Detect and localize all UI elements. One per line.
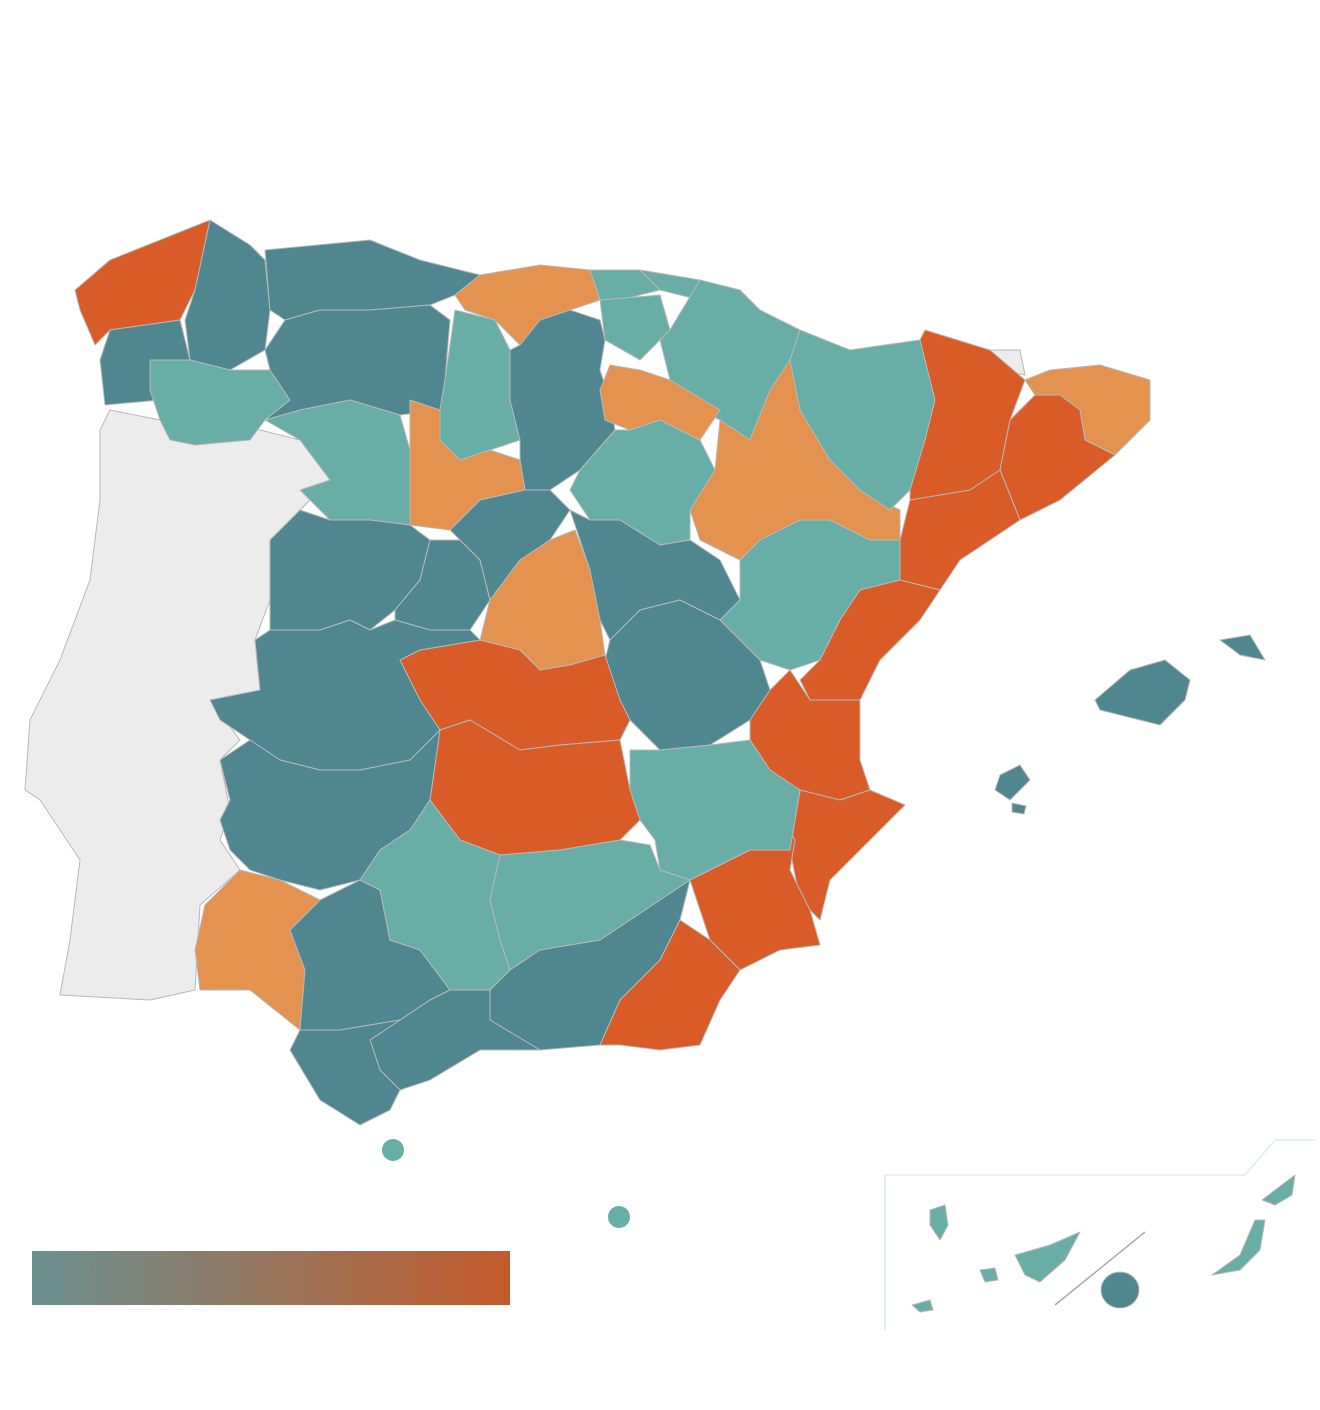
el-hierro <box>911 1299 934 1313</box>
gran-canaria <box>1100 1271 1140 1309</box>
a-coruna <box>74 219 211 346</box>
ourense <box>149 359 291 446</box>
cadiz <box>289 1019 401 1126</box>
alava <box>599 294 671 361</box>
menorca <box>1219 634 1266 661</box>
caceres <box>209 619 481 771</box>
la-gomera <box>979 1267 999 1283</box>
melilla <box>608 1206 630 1228</box>
ceuta <box>382 1139 404 1161</box>
bizkaia <box>589 269 661 301</box>
tenerife <box>1014 1231 1081 1283</box>
asturias <box>264 239 481 321</box>
la-palma <box>929 1204 949 1241</box>
legend-gradient <box>32 1251 510 1305</box>
almeria <box>599 919 741 1051</box>
lugo <box>184 219 271 371</box>
mallorca <box>1094 659 1191 726</box>
ibiza <box>994 764 1031 801</box>
valladolid <box>409 399 526 531</box>
regions <box>24 219 1296 1313</box>
huesca <box>789 329 936 511</box>
fuerteventura <box>1211 1219 1266 1276</box>
inset-divider <box>1054 1231 1146 1306</box>
formentera <box>1011 802 1027 815</box>
alicante <box>789 789 906 921</box>
albacete <box>629 739 801 881</box>
lanzarote <box>1261 1174 1296 1206</box>
inset-frame <box>884 1139 1315 1330</box>
